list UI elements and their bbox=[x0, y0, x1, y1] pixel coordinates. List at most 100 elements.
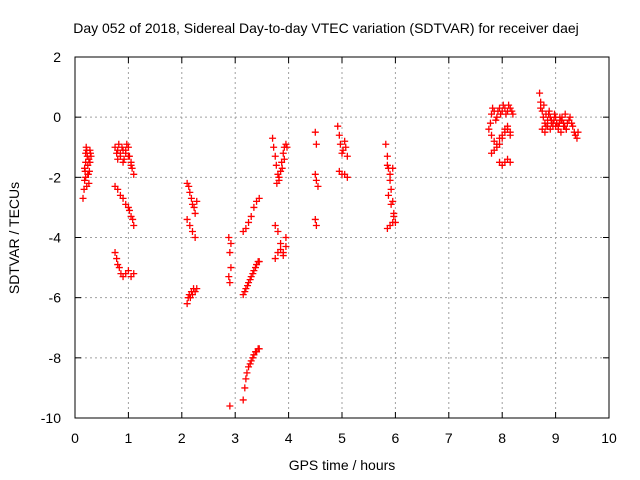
data-point bbox=[186, 188, 194, 196]
x-tick-label: 3 bbox=[231, 430, 239, 446]
data-point bbox=[85, 167, 93, 175]
data-point bbox=[226, 402, 234, 410]
data-point bbox=[557, 128, 565, 136]
data-point bbox=[279, 252, 287, 260]
data-point bbox=[493, 113, 501, 121]
data-point bbox=[114, 155, 122, 163]
data-point bbox=[382, 140, 390, 148]
data-point bbox=[191, 234, 199, 241]
data-point bbox=[226, 279, 234, 287]
data-point bbox=[127, 161, 135, 169]
data-point bbox=[185, 182, 193, 190]
data-point bbox=[190, 203, 198, 211]
data-point bbox=[566, 113, 574, 121]
data-point bbox=[225, 273, 233, 281]
data-point bbox=[81, 164, 89, 172]
data-point bbox=[389, 197, 397, 205]
y-tick-label: -10 bbox=[41, 410, 61, 426]
data-point bbox=[390, 212, 398, 220]
data-point bbox=[279, 149, 287, 157]
series-cluster-2.2-upper bbox=[183, 179, 201, 241]
series-cluster-3.2-rise bbox=[239, 345, 263, 404]
series-cluster-5.0 bbox=[334, 122, 351, 181]
data-point bbox=[250, 203, 258, 211]
data-point bbox=[250, 267, 258, 275]
y-tick-label: -2 bbox=[49, 169, 62, 185]
data-point bbox=[79, 194, 87, 202]
data-point bbox=[384, 191, 392, 199]
y-tick-label: -8 bbox=[49, 350, 62, 366]
data-point bbox=[536, 89, 544, 97]
data-point bbox=[312, 140, 320, 148]
data-point bbox=[239, 291, 247, 299]
data-point bbox=[537, 98, 545, 106]
data-point bbox=[127, 212, 135, 220]
y-tick-label: 0 bbox=[53, 109, 61, 125]
data-point bbox=[558, 116, 566, 124]
data-point bbox=[489, 104, 497, 112]
data-point bbox=[389, 164, 397, 172]
data-point bbox=[119, 194, 127, 202]
data-point bbox=[277, 167, 285, 175]
data-point bbox=[562, 125, 570, 133]
data-point bbox=[188, 200, 196, 208]
data-point bbox=[508, 107, 516, 115]
data-point bbox=[506, 104, 514, 112]
data-point bbox=[278, 164, 286, 172]
series-cluster-3.3-mid bbox=[239, 258, 263, 299]
data-point bbox=[241, 384, 249, 392]
x-tick-label: 0 bbox=[71, 430, 79, 446]
data-point bbox=[245, 279, 253, 287]
data-point bbox=[130, 170, 138, 178]
y-tick-label: 2 bbox=[53, 49, 61, 65]
data-point bbox=[271, 255, 279, 263]
data-point bbox=[86, 146, 94, 154]
data-point bbox=[227, 240, 235, 248]
data-point bbox=[118, 143, 126, 151]
data-point bbox=[183, 215, 191, 223]
data-point bbox=[245, 363, 253, 371]
data-point bbox=[542, 110, 550, 118]
data-point bbox=[245, 218, 253, 226]
data-point bbox=[186, 221, 194, 229]
data-point bbox=[277, 240, 285, 248]
data-point bbox=[247, 273, 255, 281]
data-point bbox=[506, 158, 514, 166]
data-point bbox=[124, 267, 132, 275]
data-point bbox=[275, 173, 283, 181]
data-point bbox=[114, 185, 122, 193]
series-cluster-3.3-upper bbox=[239, 194, 263, 235]
data-point bbox=[538, 107, 546, 115]
y-tick-label: -4 bbox=[49, 230, 62, 246]
x-tick-label: 4 bbox=[285, 430, 293, 446]
data-point bbox=[568, 119, 576, 127]
data-point bbox=[193, 197, 201, 205]
data-point bbox=[383, 161, 391, 169]
data-point bbox=[504, 122, 512, 130]
data-point bbox=[334, 122, 342, 130]
series-cluster-2.2-lower bbox=[183, 285, 201, 308]
x-tick-label: 2 bbox=[178, 430, 186, 446]
data-point bbox=[389, 218, 397, 226]
data-point bbox=[119, 158, 127, 166]
data-point bbox=[226, 249, 234, 257]
data-point bbox=[191, 209, 199, 217]
data-point bbox=[246, 360, 254, 368]
data-point bbox=[541, 128, 549, 136]
data-point bbox=[506, 128, 514, 136]
data-point bbox=[280, 155, 288, 163]
data-point bbox=[129, 215, 137, 223]
data-point bbox=[255, 258, 263, 266]
data-point bbox=[336, 140, 344, 148]
y-tick-label: -6 bbox=[49, 290, 62, 306]
data-point bbox=[283, 143, 291, 151]
data-point bbox=[255, 345, 263, 353]
data-point bbox=[242, 285, 250, 293]
data-point bbox=[271, 221, 279, 229]
data-point bbox=[124, 203, 132, 211]
data-point bbox=[241, 288, 249, 296]
data-point bbox=[124, 152, 132, 160]
data-point bbox=[574, 128, 582, 136]
data-point bbox=[383, 152, 391, 160]
data-point bbox=[249, 270, 257, 278]
